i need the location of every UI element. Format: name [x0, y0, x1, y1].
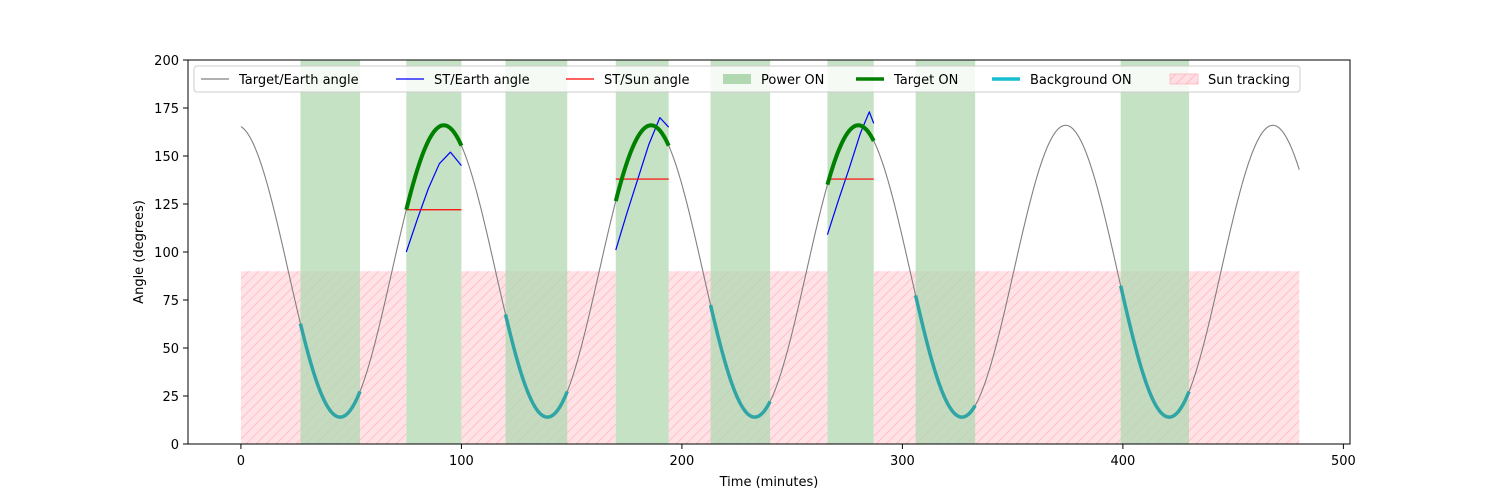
y-tick-label: 0: [171, 438, 179, 453]
background-on-segment: [913, 295, 977, 419]
y-tick-label: 50: [162, 342, 179, 357]
y-tick-label: 100: [154, 246, 179, 261]
y-tick-label: 200: [154, 54, 179, 69]
target-on-segment: [613, 123, 671, 202]
legend-item: ST/Earth angle: [396, 73, 530, 88]
legend: Target/Earth angle ST/Earth angle ST/Sun a…: [193, 65, 1301, 93]
legend-item: Power ON: [723, 73, 824, 88]
power-on-span: [300, 60, 360, 444]
power-on-span: [915, 60, 976, 444]
legend-label: Sun tracking: [1208, 73, 1290, 88]
power-on-span: [827, 60, 874, 444]
x-tick-label: 200: [669, 454, 694, 469]
st-earth-angle-segment: [826, 111, 875, 235]
x-tick-label: 100: [449, 454, 474, 469]
background-on-segment: [503, 314, 569, 419]
st-earth-angle-segment: [405, 151, 462, 253]
x-tick-label: 500: [1331, 454, 1356, 469]
y-tick-label: 25: [162, 390, 179, 405]
legend-item: Sun tracking: [1169, 73, 1290, 88]
power-on-span: [710, 60, 771, 444]
power-on-span: [505, 60, 568, 444]
y-tick-label: 75: [162, 294, 179, 309]
y-axis-label: Angle (degrees): [132, 200, 147, 304]
y-tick-label: 125: [154, 198, 179, 213]
axes-layer: 0 100 200 300 400 500 0 25 50 75 100 125 150 175 200: [154, 54, 1356, 469]
legend-label: Target ON: [893, 73, 958, 88]
legend-item: ST/Sun angle: [566, 73, 690, 88]
legend-swatch: [723, 74, 751, 84]
legend-label: ST/Sun angle: [604, 73, 690, 88]
plot-lines-layer: [240, 111, 1300, 419]
background-on-segment: [1118, 285, 1191, 419]
x-tick-label: 0: [237, 454, 245, 469]
power-on-span: [1120, 60, 1190, 444]
legend-item: Target ON: [856, 73, 958, 88]
power-on-span: [406, 60, 462, 444]
x-tick-label: 400: [1110, 454, 1135, 469]
legend-label: Power ON: [761, 73, 824, 88]
y-tick-label: 175: [154, 102, 179, 117]
legend-swatch: [1169, 73, 1199, 85]
legend-label: Background ON: [1030, 73, 1132, 88]
target-on-segment: [825, 123, 876, 186]
legend-label: Target/Earth angle: [238, 73, 359, 88]
plot-background-layer: [240, 60, 1300, 444]
power-on-span: [615, 60, 669, 444]
x-tick-label: 300: [890, 454, 915, 469]
background-on-segment: [298, 323, 362, 419]
legend-item: Target/Earth angle: [201, 73, 359, 88]
st-earth-angle-segment: [615, 117, 670, 251]
background-on-segment: [708, 304, 772, 419]
y-tick-label: 150: [154, 150, 179, 165]
target-on-segment: [404, 123, 464, 211]
x-axis-label: Time (minutes): [719, 475, 819, 490]
legend-item: Background ON: [992, 73, 1132, 88]
legend-label: ST/Earth angle: [434, 73, 530, 88]
